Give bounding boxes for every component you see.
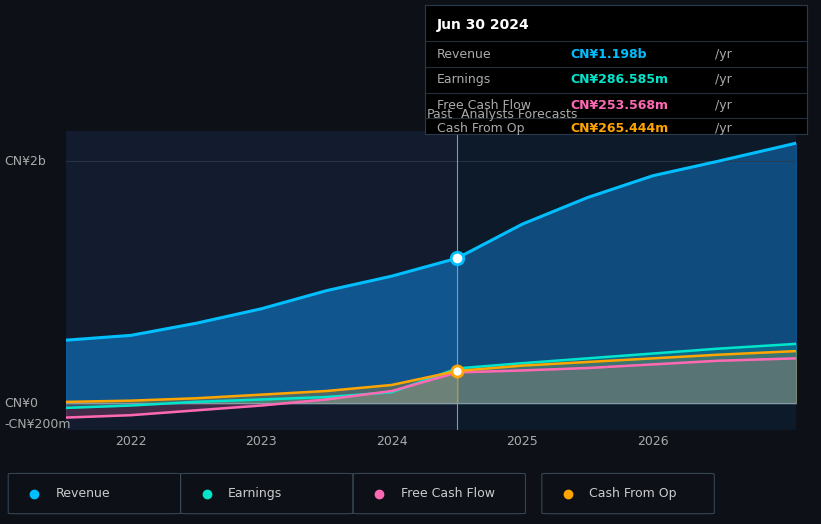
Text: Past: Past — [427, 107, 453, 121]
Text: Earnings: Earnings — [228, 487, 282, 500]
Text: /yr: /yr — [715, 48, 732, 61]
Text: CN¥253.568m: CN¥253.568m — [571, 99, 668, 112]
Text: CN¥265.444m: CN¥265.444m — [571, 122, 668, 135]
Text: CN¥2b: CN¥2b — [4, 155, 46, 168]
Text: Free Cash Flow: Free Cash Flow — [437, 99, 530, 112]
Bar — [66, 131, 457, 430]
Text: Revenue: Revenue — [56, 487, 111, 500]
Bar — [457, 131, 796, 430]
Text: Cash From Op: Cash From Op — [589, 487, 677, 500]
Text: /yr: /yr — [715, 73, 732, 86]
Text: CN¥1.198b: CN¥1.198b — [571, 48, 647, 61]
Text: Analysts Forecasts: Analysts Forecasts — [461, 107, 578, 121]
Text: Earnings: Earnings — [437, 73, 491, 86]
Text: Cash From Op: Cash From Op — [437, 122, 525, 135]
Text: /yr: /yr — [715, 122, 732, 135]
Text: Free Cash Flow: Free Cash Flow — [401, 487, 494, 500]
Text: CN¥0: CN¥0 — [4, 397, 38, 410]
Text: /yr: /yr — [715, 99, 732, 112]
Text: Revenue: Revenue — [437, 48, 491, 61]
Text: CN¥286.585m: CN¥286.585m — [571, 73, 668, 86]
Text: Jun 30 2024: Jun 30 2024 — [437, 18, 530, 32]
Text: -CN¥200m: -CN¥200m — [4, 418, 71, 431]
